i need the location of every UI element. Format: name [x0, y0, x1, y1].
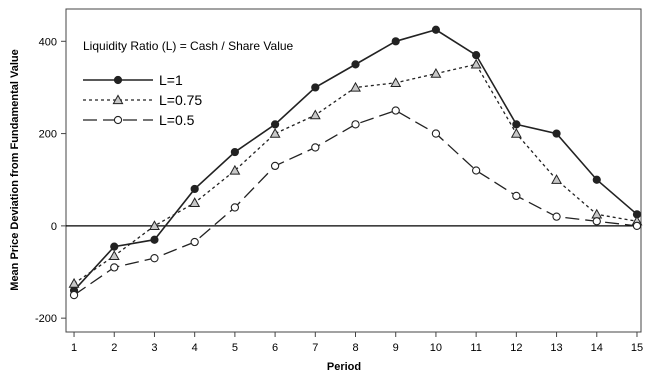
point-open-circle [69, 290, 79, 300]
point-filled-circle [552, 129, 561, 138]
legend-label: L=0.75 [159, 92, 202, 108]
series-line [73, 28, 638, 292]
x-tick-label: 10 [430, 342, 442, 354]
point-filled-circle [150, 235, 159, 244]
legend-label: L=1 [159, 72, 183, 88]
point-open-circle [190, 237, 199, 247]
legend: L=1 L=0.75 L=0.5 [83, 72, 202, 128]
point-filled-circle [230, 147, 239, 157]
x-tick-label: 11 [470, 342, 481, 354]
point-open-triangle [430, 67, 442, 78]
point-open-circle [311, 143, 320, 152]
point-open-circle [150, 254, 159, 263]
y-tick-label: -200 [35, 313, 57, 325]
point-open-triangle [269, 127, 281, 138]
point-filled-circle [512, 120, 521, 129]
y-tick-label: 200 [39, 129, 57, 141]
series-1 [69, 25, 642, 295]
point-open-circle [552, 212, 561, 221]
point-open-triangle [112, 94, 124, 105]
point-open-triangle [189, 197, 201, 207]
chart-annotation: Liquidity Ratio (L) = Cash / Share Value [83, 39, 294, 53]
x-tick-label: 9 [393, 342, 399, 354]
point-filled-circle [351, 60, 360, 69]
point-filled-circle [113, 75, 123, 85]
series-layer [68, 25, 643, 300]
x-tick-label: 12 [510, 342, 522, 354]
legend-item: L=0.75 [83, 92, 202, 108]
point-open-triangle [350, 81, 361, 92]
series-line [73, 109, 638, 296]
point-open-circle [113, 115, 123, 125]
point-open-triangle [551, 174, 563, 184]
x-tick-label: 2 [111, 342, 117, 354]
x-tick-label: 5 [232, 342, 238, 354]
point-open-circle [270, 161, 280, 171]
y-tick-label: 400 [39, 36, 57, 48]
point-open-circle [431, 129, 441, 138]
x-tick-label: 1 [71, 342, 77, 354]
point-open-triangle [229, 164, 241, 175]
y-axis-title: Mean Price Deviation from Fundamental Va… [9, 49, 21, 290]
point-open-circle [512, 191, 521, 201]
point-open-triangle [309, 109, 321, 120]
x-tick-label: 4 [192, 342, 198, 354]
point-filled-circle [311, 83, 320, 92]
y-tick-label: 0 [51, 221, 57, 233]
point-open-circle [592, 217, 601, 226]
x-tick-label: 3 [151, 342, 157, 354]
x-tick-label: 8 [352, 342, 358, 354]
x-tick-label: 7 [312, 342, 318, 354]
legend-item: L=1 [83, 72, 183, 88]
point-filled-circle [431, 25, 441, 34]
legend-label: L=0.5 [159, 112, 195, 128]
legend-item: L=0.5 [83, 112, 195, 128]
point-filled-circle [472, 51, 481, 60]
x-tick-label: 6 [272, 342, 278, 354]
point-open-triangle [108, 250, 120, 261]
point-open-triangle [470, 58, 482, 69]
x-tick-label: 15 [631, 342, 643, 354]
point-open-triangle [390, 77, 402, 88]
point-open-circle [230, 203, 240, 212]
series-3 [69, 106, 642, 300]
point-filled-circle [391, 37, 400, 46]
x-tick-label: 13 [550, 342, 562, 354]
point-filled-circle [110, 242, 119, 251]
point-open-triangle [591, 208, 603, 219]
point-open-circle [632, 221, 642, 231]
point-filled-circle [270, 120, 280, 129]
point-filled-circle [592, 175, 601, 184]
plot-frame [65, 8, 642, 333]
point-filled-circle [190, 184, 199, 194]
point-open-triangle [149, 220, 160, 231]
x-tick-label: 14 [591, 342, 603, 354]
series-2 [68, 58, 643, 288]
point-open-circle [391, 106, 400, 115]
point-open-triangle [68, 277, 80, 288]
point-open-circle [351, 120, 360, 129]
point-open-circle [471, 166, 481, 175]
point-open-circle [110, 263, 119, 272]
x-axis-title: Period [327, 361, 361, 373]
point-open-triangle [510, 127, 522, 138]
